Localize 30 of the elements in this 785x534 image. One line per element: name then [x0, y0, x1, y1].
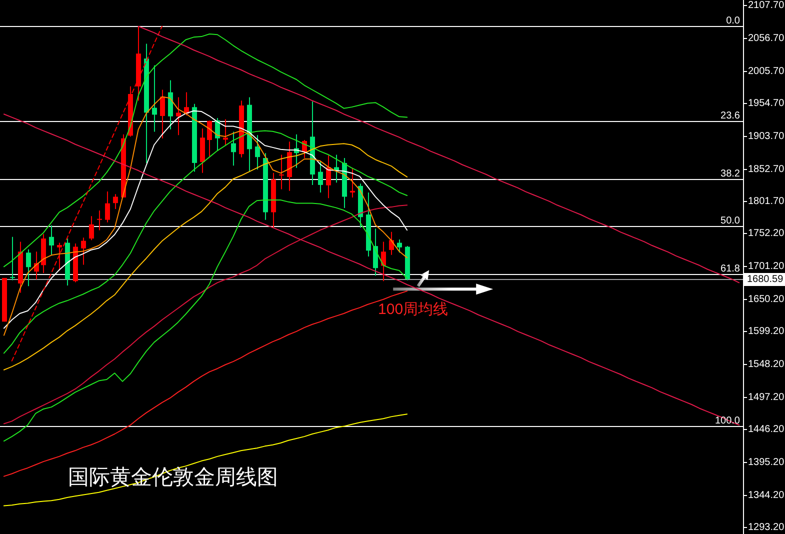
annotation: 50.0: [720, 216, 740, 226]
y-tick-label: 1293.20: [748, 522, 785, 533]
y-tick-label: 2056.70: [748, 33, 785, 44]
line-series: [3, 33, 408, 268]
line-series: [3, 414, 408, 506]
y-tick-label: 1701.20: [748, 261, 785, 272]
legend-label: 100周均线: [378, 301, 448, 318]
line-series: [3, 114, 740, 426]
y-tick-label: 1497.20: [748, 392, 785, 403]
annotation: 23.6: [720, 110, 740, 122]
y-tick-label: 1599.20: [748, 326, 785, 337]
y-tick-label: 1903.70: [748, 131, 785, 142]
y-tick-label: 1446.20: [748, 424, 785, 435]
y-tick-label: 2005.70: [748, 66, 785, 77]
price-tag: 1680.59: [744, 273, 785, 286]
line-series: [138, 26, 740, 284]
y-tick-label: 2107.70: [748, 0, 785, 11]
annotation: 38.2: [720, 168, 740, 180]
annotation: 0.0: [726, 16, 740, 26]
y-tick-label: 1801.70: [748, 196, 785, 207]
y-tick-label: 1852.70: [748, 164, 785, 175]
ref-line-label: 1680.59: [747, 274, 784, 285]
y-tick-label: 1344.20: [748, 490, 785, 501]
line-series: [11, 26, 163, 362]
y-tick-label: 1650.20: [748, 294, 785, 305]
y-tick-label: 1395.20: [748, 457, 785, 468]
y-tick-label: 1954.70: [748, 98, 785, 109]
y-tick-label: 1548.20: [748, 359, 785, 370]
annotation: 61.8: [720, 264, 740, 274]
y-tick-label: 1752.20: [748, 228, 785, 239]
